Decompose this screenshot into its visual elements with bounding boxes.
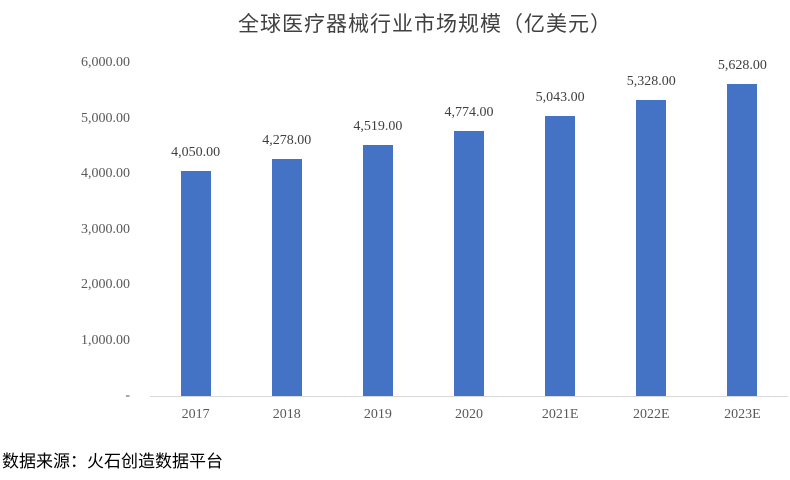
x-axis-tick-label: 2019 bbox=[363, 407, 392, 422]
bar-value-label: 4,050.00 bbox=[171, 145, 221, 161]
y-axis-tick-label: 1,000.00 bbox=[81, 332, 130, 348]
bar-value-label: 5,043.00 bbox=[535, 90, 585, 106]
bar bbox=[180, 171, 211, 396]
bar bbox=[362, 145, 393, 396]
x-axis-line bbox=[150, 396, 788, 397]
x-axis-tick-label: 2022E bbox=[633, 407, 670, 422]
x-axis-tick-label: 2023E bbox=[724, 407, 761, 422]
bar-value-label: 5,328.00 bbox=[626, 74, 676, 90]
bar-value-label: 4,774.00 bbox=[444, 105, 494, 121]
x-axis-tick-label: 2017 bbox=[181, 407, 210, 422]
y-axis-tick-label: 5,000.00 bbox=[81, 110, 130, 126]
y-axis-tick-label: - bbox=[125, 388, 130, 403]
y-axis-tick-label: 2,000.00 bbox=[81, 277, 130, 292]
chart-title: 全球医疗器械行业市场规模（亿美元） bbox=[238, 12, 612, 36]
bar-value-label: 4,519.00 bbox=[353, 119, 403, 135]
x-axis-tick-label: 2020 bbox=[455, 407, 483, 422]
bar-value-label: 4,278.00 bbox=[262, 132, 312, 148]
bar bbox=[545, 116, 576, 396]
bar bbox=[636, 100, 667, 396]
bar bbox=[727, 83, 758, 396]
data-source-note: 数据来源：火石创造数据平台 bbox=[2, 452, 223, 471]
bar bbox=[454, 131, 484, 396]
y-axis-tick-label: 4,000.00 bbox=[81, 166, 130, 181]
bar bbox=[271, 158, 302, 396]
y-axis-tick-label: 6,000.00 bbox=[81, 55, 130, 70]
y-axis-tick-label: 3,000.00 bbox=[81, 221, 130, 237]
bar-value-label: 5,628.00 bbox=[717, 57, 767, 73]
x-axis-tick-label: 2021E bbox=[541, 407, 579, 422]
x-axis-tick-label: 2018 bbox=[272, 407, 301, 422]
